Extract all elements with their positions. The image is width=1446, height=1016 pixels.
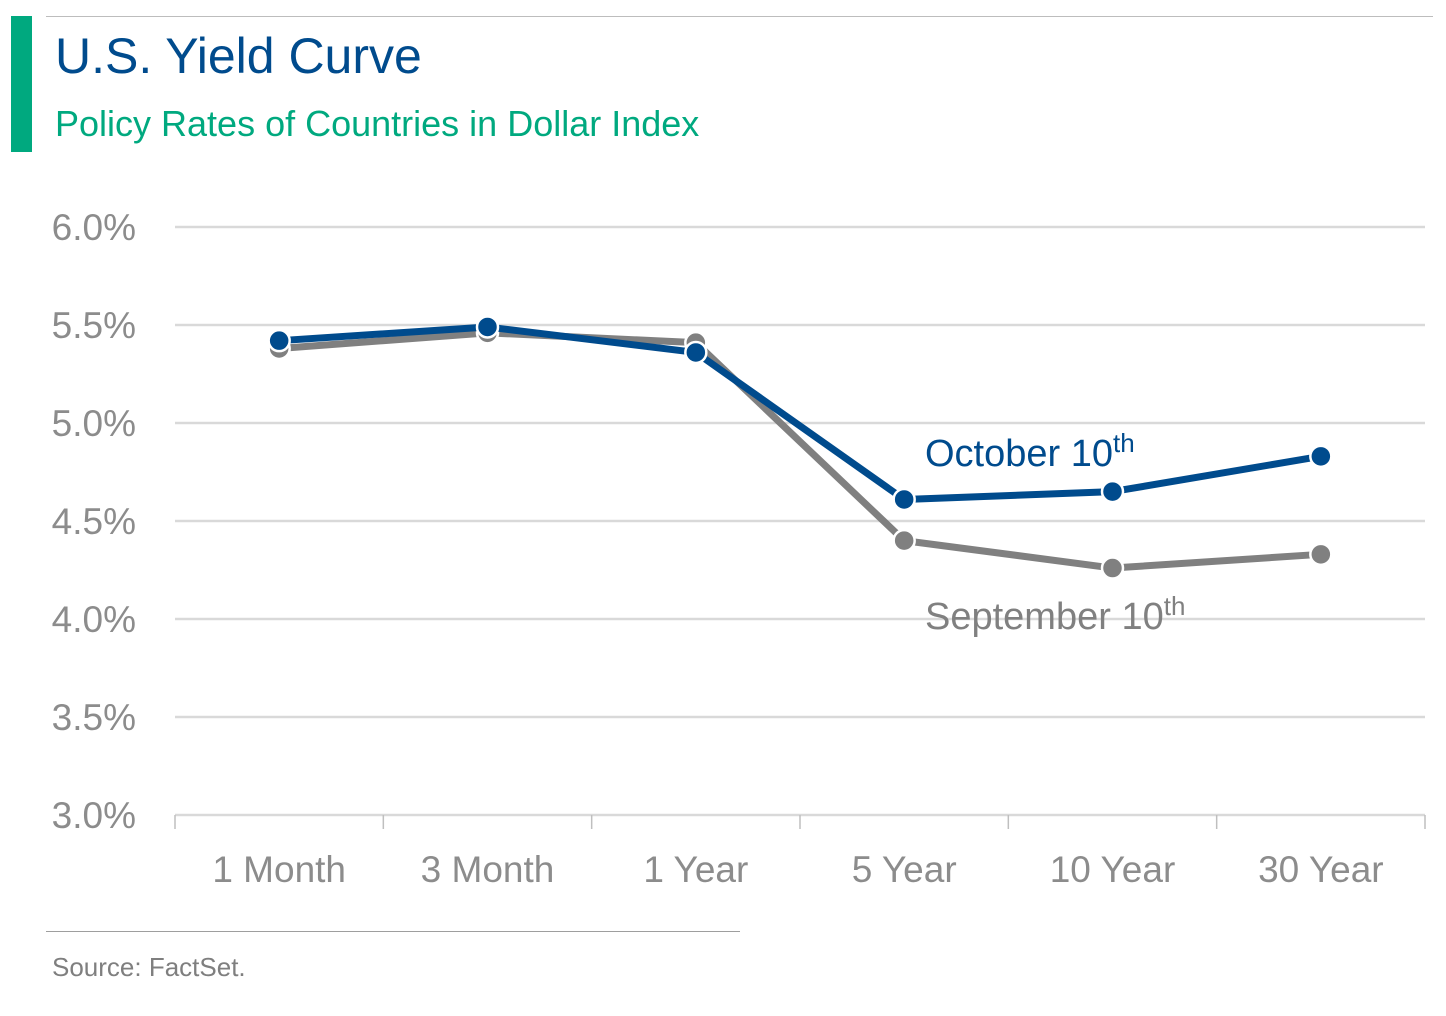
data-point (1309, 542, 1333, 567)
chart-title: U.S. Yield Curve (55, 28, 422, 84)
series-label-superscript: th (1113, 428, 1135, 458)
y-tick-label: 3.5% (52, 697, 136, 738)
x-tick-label: 1 Month (212, 849, 346, 890)
data-point (892, 487, 916, 512)
footer-rule (46, 931, 740, 932)
y-tick-label: 4.0% (52, 599, 136, 640)
x-tick-label: 1 Year (643, 849, 748, 890)
series-label-superscript: th (1164, 591, 1186, 621)
y-tick-label: 3.0% (52, 795, 136, 836)
data-point (267, 328, 291, 353)
series-label: September 10th (925, 591, 1185, 638)
data-point (1100, 556, 1125, 580)
series-line (275, 329, 1325, 572)
data-point (1309, 444, 1333, 469)
series-label: October 10th (925, 428, 1135, 475)
series-label-main: September 10 (925, 596, 1164, 638)
y-tick-label: 4.5% (52, 501, 136, 542)
x-tick-label: 30 Year (1258, 849, 1384, 890)
axis-layer: 6.0% 5.5% 5.0% 4.5% 4.0% 3.5% 3.0% 1 Month 3 Mon… (52, 207, 1426, 890)
y-tick-label: 5.0% (52, 403, 136, 444)
top-rule (46, 16, 1433, 17)
series-layer (267, 315, 1333, 580)
y-tick-label: 6.0% (52, 207, 136, 248)
data-point (892, 528, 916, 553)
y-tick-label: 5.5% (52, 305, 136, 346)
source-note: Source: FactSet. (52, 952, 246, 982)
chart-subtitle: Policy Rates of Countries in Dollar Inde… (55, 103, 700, 144)
series-line (275, 323, 1325, 503)
x-tick-label: 10 Year (1050, 849, 1176, 890)
grid-layer (175, 225, 1425, 719)
data-point (1100, 479, 1125, 504)
x-tick-label: 5 Year (852, 849, 957, 890)
accent-bar (11, 16, 32, 152)
series-label-main: October 10 (925, 433, 1113, 475)
data-point (684, 340, 708, 365)
data-point (475, 315, 500, 339)
x-tick-label: 3 Month (421, 849, 555, 890)
